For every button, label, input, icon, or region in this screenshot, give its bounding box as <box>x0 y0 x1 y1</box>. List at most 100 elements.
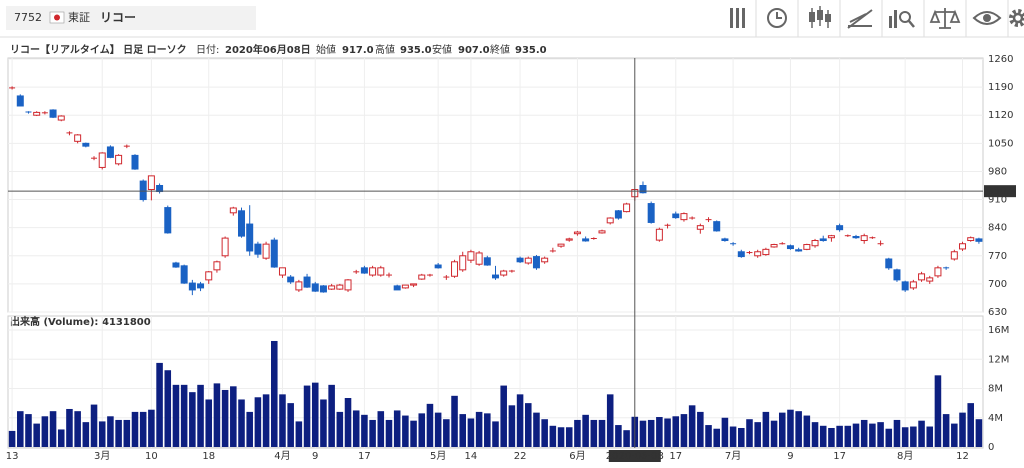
candle-body <box>737 251 745 258</box>
volume-bar <box>303 385 311 447</box>
x-tick-label: 14 <box>465 451 478 462</box>
candle-body <box>369 267 377 276</box>
candle-body <box>16 95 24 107</box>
candle-body <box>393 285 401 291</box>
candle-button[interactable] <box>809 6 831 28</box>
crosshair-date: 2020-06-08 <box>606 451 664 462</box>
volume-bar <box>336 411 344 447</box>
candle-body <box>156 185 164 193</box>
candle-body <box>434 264 442 269</box>
candle-body <box>164 207 172 234</box>
volume-bar <box>139 411 147 447</box>
volume-bar <box>770 420 778 447</box>
volume-bar <box>123 419 131 447</box>
volume-bar <box>942 414 950 447</box>
volume-bar <box>639 420 647 447</box>
candle-body <box>500 270 508 276</box>
chart-title: リコー【リアルタイム】 日足 ローソク <box>10 43 187 56</box>
volume-bar <box>418 413 426 447</box>
candle-body <box>811 240 819 247</box>
volume-bar <box>295 421 303 447</box>
crosshair-date-box <box>608 450 661 462</box>
candle-body <box>918 273 926 281</box>
candle-body <box>139 180 147 201</box>
volume-bar <box>66 408 73 447</box>
volume-bar <box>443 419 450 447</box>
volume-bar <box>664 418 671 447</box>
menu-button[interactable] <box>730 8 745 28</box>
volume-bar <box>860 419 868 447</box>
volume-bar <box>451 395 458 447</box>
volume-bar <box>697 411 704 447</box>
volume-bar <box>41 416 49 447</box>
volume-bar <box>901 427 909 447</box>
candle-body <box>344 279 352 291</box>
candle-body <box>336 284 344 290</box>
y-tick-label: 4M <box>988 413 1003 424</box>
volume-bar <box>107 416 114 447</box>
candle-body <box>647 203 655 223</box>
search-button[interactable] <box>889 10 915 28</box>
market: 東証 <box>68 11 90 24</box>
candle-body <box>524 257 532 264</box>
volume-bar <box>713 428 720 447</box>
crosshair-price-box <box>984 185 1016 198</box>
volume-bar <box>164 370 172 447</box>
open-label: 始値 <box>316 43 336 56</box>
time-button[interactable] <box>767 8 787 28</box>
candle-body <box>188 282 196 291</box>
candle-body <box>573 231 581 235</box>
date: 2020年06月08日 <box>225 43 311 56</box>
y-tick-label: 8M <box>988 384 1003 395</box>
candle-body <box>131 154 139 170</box>
candle-body <box>827 235 835 239</box>
x-tick-label: 5月 <box>430 450 446 462</box>
volume-bar <box>492 421 499 447</box>
volume-bar <box>156 362 163 447</box>
settings-button[interactable] <box>1009 9 1024 27</box>
x-tick-label: 9 <box>787 451 793 462</box>
volume-bar <box>729 426 737 447</box>
volume-bar <box>8 430 16 447</box>
x-tick-label: 4月 <box>274 450 290 462</box>
volume-value: 4131800 <box>102 317 151 328</box>
y-tick-label: 12M <box>988 354 1009 365</box>
volume-bar <box>738 427 745 447</box>
volume-bar <box>582 414 589 447</box>
stock-box <box>6 6 256 30</box>
volume-bar <box>254 397 262 447</box>
volume-bar <box>484 413 491 447</box>
x-tick-label: 13 <box>6 451 19 462</box>
volume-bar <box>221 389 229 447</box>
candle-body <box>33 111 41 116</box>
trend-button[interactable] <box>847 9 873 29</box>
volume-bar <box>262 394 270 447</box>
volume-bar <box>672 416 680 447</box>
candle-body <box>270 239 278 268</box>
flag-dot <box>54 14 60 21</box>
candle-body <box>213 261 221 271</box>
volume-bar <box>115 419 122 447</box>
candle-body <box>467 251 475 261</box>
volume-bar <box>574 419 581 447</box>
candle-body <box>115 154 123 165</box>
volume-bar <box>279 394 286 447</box>
candle-body <box>401 284 409 289</box>
volume-bar <box>787 409 794 447</box>
volume-bar <box>459 414 467 447</box>
candle-body <box>459 255 467 271</box>
compare-button[interactable] <box>929 8 961 29</box>
volume-bar <box>238 399 245 447</box>
candle-body <box>475 252 483 265</box>
volume-bar <box>918 420 925 447</box>
volume-bar <box>17 411 24 447</box>
candle-body <box>557 243 565 247</box>
view-button[interactable] <box>972 11 1002 25</box>
volume-bar <box>197 384 204 447</box>
candle-body <box>959 243 967 250</box>
x-tick-label: 9 <box>312 451 318 462</box>
volume-bar <box>656 417 663 447</box>
volume-bar <box>352 410 360 447</box>
x-tick-label: 8月 <box>897 450 913 462</box>
y-tick-label: 1190 <box>988 82 1013 93</box>
